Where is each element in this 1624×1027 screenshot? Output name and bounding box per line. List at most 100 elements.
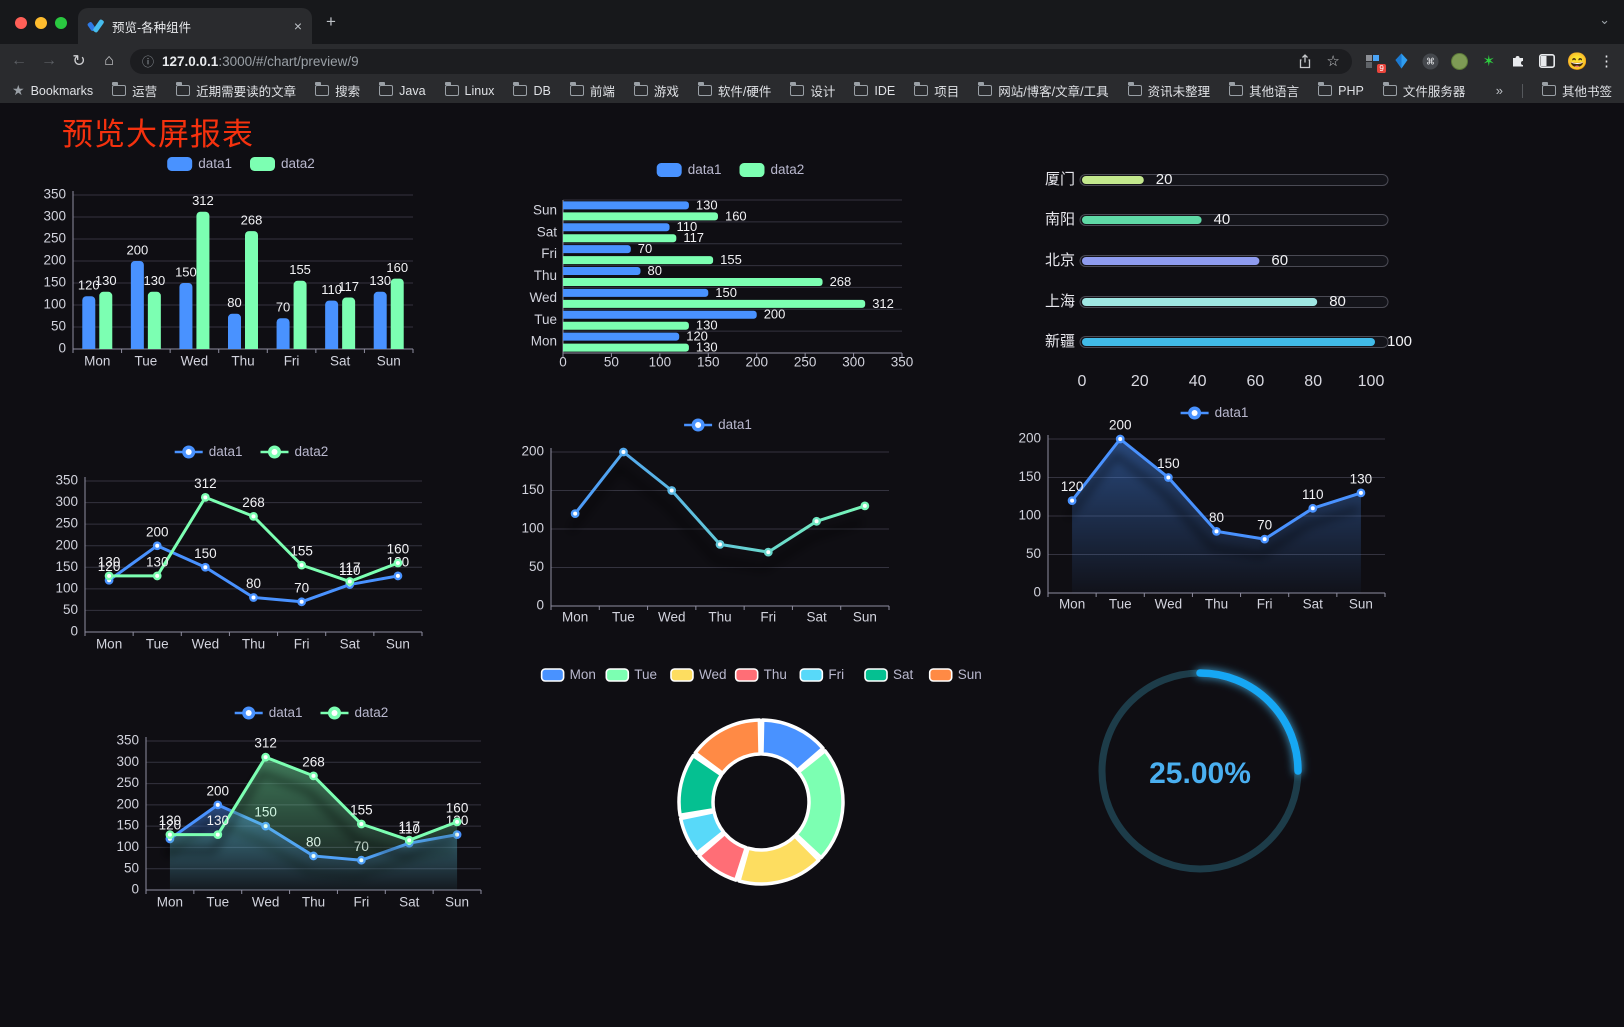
refresh-button[interactable]: ↻ (72, 53, 86, 70)
svg-text:Sun: Sun (533, 202, 557, 217)
bookmark-folder-item[interactable]: IDE (854, 81, 895, 100)
back-button[interactable]: ← (11, 52, 27, 69)
bookmark-folder-item[interactable]: 资讯未整理 (1127, 81, 1210, 100)
svg-text:100: 100 (1018, 508, 1041, 523)
svg-text:Thu: Thu (1205, 597, 1228, 612)
bookmark-folder-item[interactable]: 文件服务器 (1382, 81, 1466, 100)
svg-text:Fri: Fri (541, 246, 557, 261)
bookmark-folder-item[interactable]: 运营 (112, 81, 157, 100)
bookmark-label: 搜索 (335, 85, 361, 99)
svg-text:50: 50 (529, 559, 544, 574)
svg-text:150: 150 (175, 264, 197, 279)
url-path: :3000/#/chart/preview/9 (218, 53, 359, 69)
svg-text:Thu: Thu (231, 354, 254, 369)
bookmark-folder-item[interactable]: Java (379, 81, 426, 100)
svg-text:200: 200 (43, 253, 66, 268)
bookmark-folder-item[interactable]: 游戏 (633, 81, 679, 100)
minimize-window-button[interactable] (35, 17, 47, 29)
svg-text:0: 0 (1078, 373, 1087, 390)
folder-icon (790, 82, 805, 96)
svg-text:117: 117 (338, 279, 359, 294)
folder-icon (914, 82, 929, 96)
svg-text:150: 150 (521, 482, 544, 497)
bookmarks-root[interactable]: ★ Bookmarks (12, 82, 93, 99)
extension-proxy-icon[interactable]: 9 (1364, 52, 1386, 73)
address-bar[interactable]: ⓘ 127.0.0.1:3000/#/chart/preview/9 ☆ (130, 48, 1352, 74)
bookmark-label: PHP (1338, 83, 1364, 98)
extension-kite-icon[interactable] (1393, 52, 1411, 70)
svg-text:Thu: Thu (242, 637, 265, 652)
svg-text:北京: 北京 (1045, 252, 1075, 269)
svg-text:150: 150 (43, 275, 66, 290)
bookmarks-overflow-chevron[interactable]: » (1495, 83, 1503, 98)
folder-icon (1127, 82, 1142, 96)
svg-text:300: 300 (43, 209, 66, 224)
other-bookmarks-folder[interactable]: 其他书签 (1541, 81, 1612, 100)
page-title: 预览大屏报表 (62, 117, 254, 152)
extensions-puzzle-icon[interactable] (1509, 52, 1527, 70)
svg-text:Wed: Wed (1155, 597, 1183, 612)
svg-text:130: 130 (696, 197, 718, 212)
bookmark-folder-item[interactable]: 项目 (914, 81, 959, 100)
browser-menu-icon[interactable]: ⋮ (1599, 53, 1614, 70)
close-window-button[interactable] (15, 17, 27, 29)
svg-text:110: 110 (677, 219, 698, 234)
new-tab-button[interactable]: + (326, 12, 336, 31)
svg-text:20: 20 (1156, 171, 1173, 188)
svg-text:Wed: Wed (529, 290, 557, 305)
bookmark-label: 文件服务器 (1402, 85, 1466, 99)
bookmark-folder-item[interactable]: 软件/硬件 (697, 81, 771, 100)
bookmark-folder-item[interactable]: DB (513, 81, 551, 100)
svg-text:Sat: Sat (330, 354, 351, 369)
bookmark-label: 项目 (934, 85, 960, 99)
gradient-line-chart[interactable]: data1 0 50 100 150 200 Mon Tue Wed Thu Fri Sat Sun (505, 415, 905, 630)
forward-button[interactable]: → (41, 52, 57, 69)
svg-text:50: 50 (604, 355, 619, 370)
two-series-line-chart[interactable]: data1 data2 0 50 100 150 200 250 300 350 Mon Tue Wed… (40, 440, 440, 655)
bookmark-folder-item[interactable]: 设计 (790, 81, 835, 100)
svg-text:160: 160 (387, 542, 410, 557)
bookmark-folder-item[interactable]: 网站/博客/文章/工具 (978, 81, 1109, 100)
extension-green-circle-icon[interactable] (1451, 52, 1469, 70)
bookmark-star-icon[interactable]: ☆ (1326, 53, 1340, 70)
svg-text:110: 110 (398, 822, 420, 837)
browser-tab[interactable]: 预览-各种组件 × (78, 8, 312, 44)
profile-avatar[interactable]: 😄 (1566, 51, 1588, 71)
progress-ring-gauge[interactable]: 25.00% (1090, 660, 1310, 880)
folder-icon (1229, 82, 1244, 96)
svg-text:Sun: Sun (958, 667, 982, 682)
bookmark-folder-item[interactable]: 搜索 (315, 81, 360, 100)
bookmark-folder-item[interactable]: Linux (444, 81, 494, 100)
home-button[interactable]: ⌂ (104, 52, 114, 69)
folder-icon (176, 82, 191, 96)
extension-star-icon[interactable]: ✶ (1482, 53, 1496, 70)
two-series-area-chart[interactable]: data1 data2 0 50 100 150 200 250 300 350 Mon Tue Wed… (100, 700, 520, 920)
svg-text:268: 268 (242, 495, 265, 510)
svg-text:250: 250 (55, 516, 78, 531)
svg-text:200: 200 (1109, 418, 1132, 433)
donut-chart[interactable]: Mon Tue Wed Thu Fri Sat Sun (540, 660, 982, 890)
svg-text:Fri: Fri (1257, 597, 1273, 612)
bookmark-folder-item[interactable]: 前端 (569, 81, 615, 100)
bookmark-folder-item[interactable]: 近期需要读的文章 (176, 81, 296, 100)
progress-bar-chart[interactable]: 厦门 20 南阳 40 北京 60 上海 80 新疆 100 0 20 40 60 80 100 (985, 148, 1425, 393)
site-info-icon[interactable]: ⓘ (142, 54, 155, 69)
horizontal-bar-chart[interactable]: data1 data2 0 50 100 150 200 250 300 350 Mon 120 130… (505, 150, 925, 375)
bookmark-folder-item[interactable]: PHP (1318, 81, 1364, 100)
svg-text:80: 80 (1329, 293, 1346, 310)
svg-text:200: 200 (127, 242, 149, 257)
svg-text:100: 100 (1358, 373, 1385, 390)
folder-icon (513, 82, 528, 96)
share-icon[interactable] (1298, 53, 1312, 69)
svg-text:80: 80 (647, 263, 661, 278)
grouped-bar-chart[interactable]: data1 data2 0 50 100 150 200 250 300 350 Mon Tue Wed… (43, 148, 460, 378)
svg-text:0: 0 (131, 882, 139, 897)
tab-close-icon[interactable]: × (293, 18, 302, 34)
bookmark-folder-item[interactable]: 其他语言 (1229, 81, 1299, 100)
sidebar-toggle-icon[interactable] (1538, 52, 1556, 70)
svg-text:155: 155 (289, 262, 311, 277)
area-line-chart[interactable]: data1 0 50 100 150 200 Mon Tue Wed Thu Fri Sat Sun 12… (1000, 400, 1400, 615)
extension-command-icon[interactable]: ⌘ (1422, 52, 1440, 70)
tab-search-chevron-icon[interactable]: ⌄ (1599, 12, 1610, 27)
maximize-window-button[interactable] (55, 17, 67, 29)
